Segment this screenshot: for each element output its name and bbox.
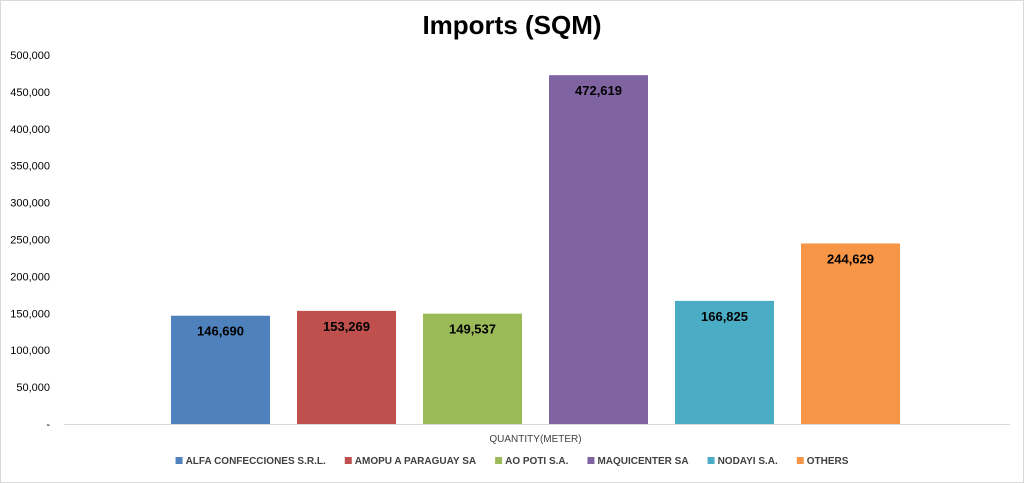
y-tick-label: 250,000 (10, 235, 50, 247)
legend-label: MAQUICENTER SA (597, 456, 688, 467)
data-label: 244,629 (827, 251, 874, 266)
bars: 146,690 153,269 149,537 472,619 166,825 244,6… (171, 75, 900, 424)
legend-swatch (796, 457, 804, 464)
y-tick-label: 350,000 (10, 161, 50, 173)
legend-item: AMOPU A PARAGUAY SA (344, 456, 476, 467)
legend-swatch (344, 457, 352, 464)
chart-title: Imports (SQM) (422, 10, 602, 40)
data-label: 472,619 (575, 83, 622, 98)
legend-swatch (175, 457, 183, 464)
y-tick-label: 200,000 (10, 271, 50, 283)
y-tick-label: 500,000 (10, 50, 50, 62)
legend-swatch (707, 457, 715, 464)
data-label: 146,690 (197, 324, 244, 339)
bar (297, 310, 396, 424)
bar (675, 300, 774, 424)
legend-swatch (495, 457, 503, 464)
bar (423, 313, 522, 424)
x-axis-category-label: QUANTITY(METER) (489, 434, 581, 445)
legend-label: AMOPU A PARAGUAY SA (355, 456, 476, 467)
legend-label: NODAYI S.A. (718, 456, 778, 467)
legend-label: AO POTI S.A. (505, 456, 569, 467)
bar (801, 243, 900, 424)
y-tick-label: 100,000 (10, 345, 50, 357)
data-label: 153,269 (323, 319, 370, 334)
legend-item: NODAYI S.A. (707, 456, 778, 467)
legend-item: ALFA CONFECCIONES S.R.L. (175, 456, 326, 467)
legend-item: OTHERS (796, 456, 849, 467)
y-tick-label: 300,000 (10, 198, 50, 210)
y-tick-label: 450,000 (10, 87, 50, 99)
legend-label: ALFA CONFECCIONES S.R.L. (186, 456, 326, 467)
y-tick-label: 50,000 (16, 382, 50, 394)
data-label: 149,537 (449, 322, 496, 337)
y-tick-label: - (46, 419, 50, 431)
y-tick-label: 150,000 (10, 308, 50, 320)
y-axis: - 50,000 100,000 150,000 200,000 250,000 300,0… (10, 50, 50, 431)
legend-label: OTHERS (807, 456, 849, 467)
data-label: 166,825 (701, 309, 748, 324)
legend-swatch (587, 457, 595, 464)
legend-item: MAQUICENTER SA (587, 456, 689, 467)
bar (171, 315, 270, 424)
legend: ALFA CONFECCIONES S.R.L. AMOPU A PARAGUAY… (175, 456, 849, 467)
legend-item: AO POTI S.A. (495, 456, 569, 467)
y-tick-label: 400,000 (10, 124, 50, 136)
bar (549, 75, 648, 424)
